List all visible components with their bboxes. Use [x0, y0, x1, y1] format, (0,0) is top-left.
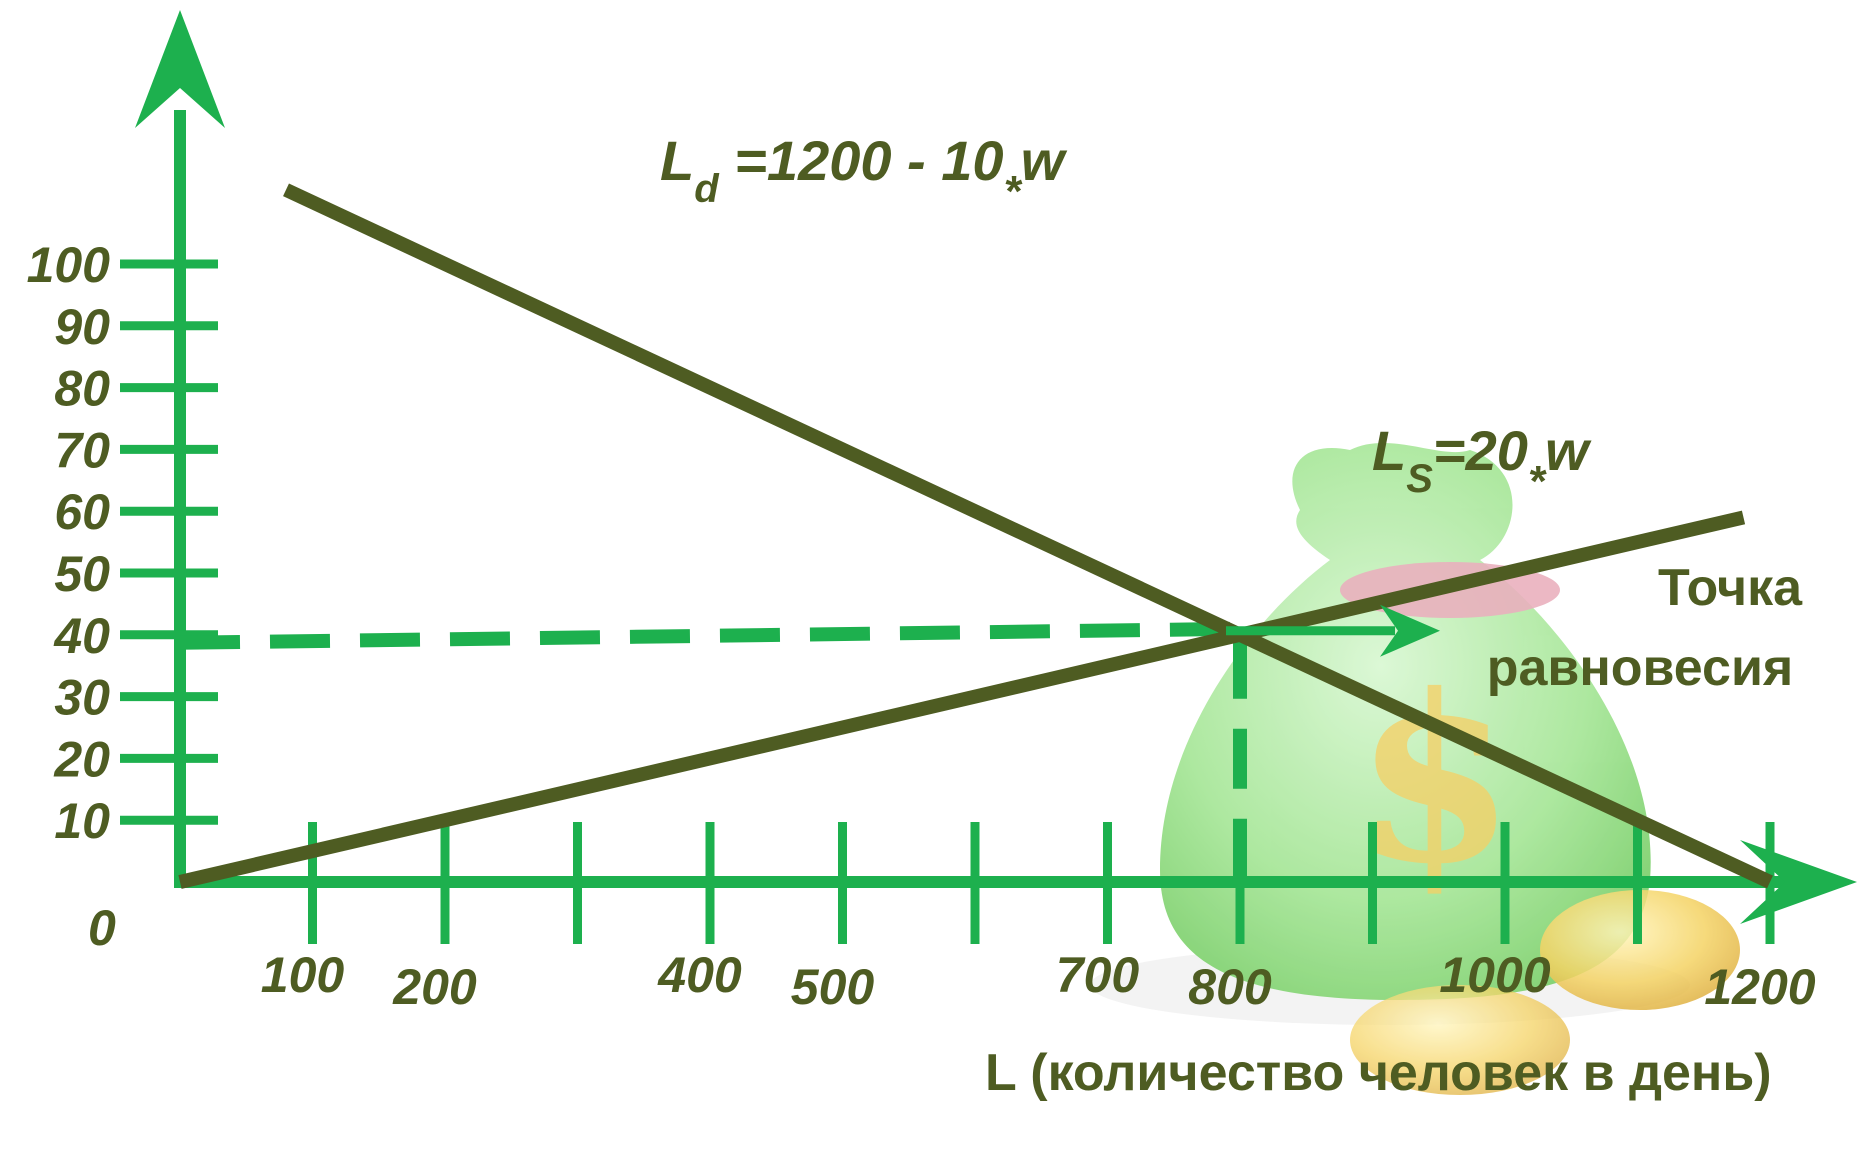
supply-eq-end: w: [1545, 419, 1592, 482]
demand-eq-sub: d: [694, 167, 720, 211]
y-tick-label-60: 60: [54, 484, 110, 540]
x-tick-label-400: 400: [657, 947, 742, 1003]
y-tick-label-10: 10: [54, 793, 110, 849]
curve-Ld: [283, 183, 1773, 889]
y-tick-label-90: 90: [54, 299, 110, 355]
equilibrium-arrowhead: [1380, 604, 1440, 657]
y-tick-label-20: 20: [53, 731, 110, 787]
equilibrium-dashed-horizontal: [179, 621, 1241, 650]
x-tick-label-800: 800: [1188, 959, 1272, 1015]
equilibrium-label-line2: равновесия: [1487, 639, 1794, 697]
demand-equation-label: Ld =1200 - 10*w: [660, 129, 1068, 216]
y-tick-label-40: 40: [53, 608, 110, 664]
y-tick-label-30: 30: [54, 670, 110, 726]
y-ticks: [120, 259, 218, 825]
supply-eq-sub: S: [1406, 457, 1433, 501]
curves: [178, 183, 1773, 889]
svg-text:$: $: [1355, 645, 1515, 915]
y-tick-label-50: 50: [54, 546, 110, 602]
supply-equation-label: LS=20*w: [1372, 419, 1592, 506]
x-tick-label-200: 200: [392, 959, 477, 1015]
x-tick-label-1200: 1200: [1704, 959, 1815, 1015]
supply-eq-mid: =20: [1433, 419, 1528, 482]
demand-eq-mid: =1200 - 10: [719, 129, 1004, 192]
y-tick-label-100: 100: [27, 237, 111, 293]
x-tick-label-500: 500: [791, 959, 875, 1015]
demand-eq-end: w: [1021, 129, 1068, 192]
money-bag-illustration: $: [1090, 442, 1740, 1095]
x-tick-label-700: 700: [1056, 947, 1140, 1003]
x-tick-label-1000: 1000: [1439, 947, 1550, 1003]
x-tick-labels: 100 200 400 500 700 800 1000 1200: [261, 947, 1816, 1015]
y-axis-arrowhead: [135, 10, 225, 128]
y-tick-label-70: 70: [54, 422, 110, 478]
origin-label: 0: [88, 900, 116, 956]
supply-eq-main: L: [1372, 419, 1406, 482]
equilibrium-label-line1: Точка: [1658, 559, 1803, 617]
equilibrium-arrow: [1226, 604, 1440, 657]
x-axis-title: L (количество человек в день): [985, 1044, 1772, 1102]
supply-eq-op: *: [1528, 457, 1547, 506]
demand-eq-op: *: [1004, 167, 1023, 216]
demand-eq-main: L: [660, 129, 694, 192]
x-tick-label-100: 100: [261, 947, 345, 1003]
equilibrium-guides: [179, 621, 1247, 882]
x-ticks: [308, 822, 1775, 944]
curve-Ls: [178, 510, 1746, 889]
y-tick-label-80: 80: [54, 361, 110, 417]
